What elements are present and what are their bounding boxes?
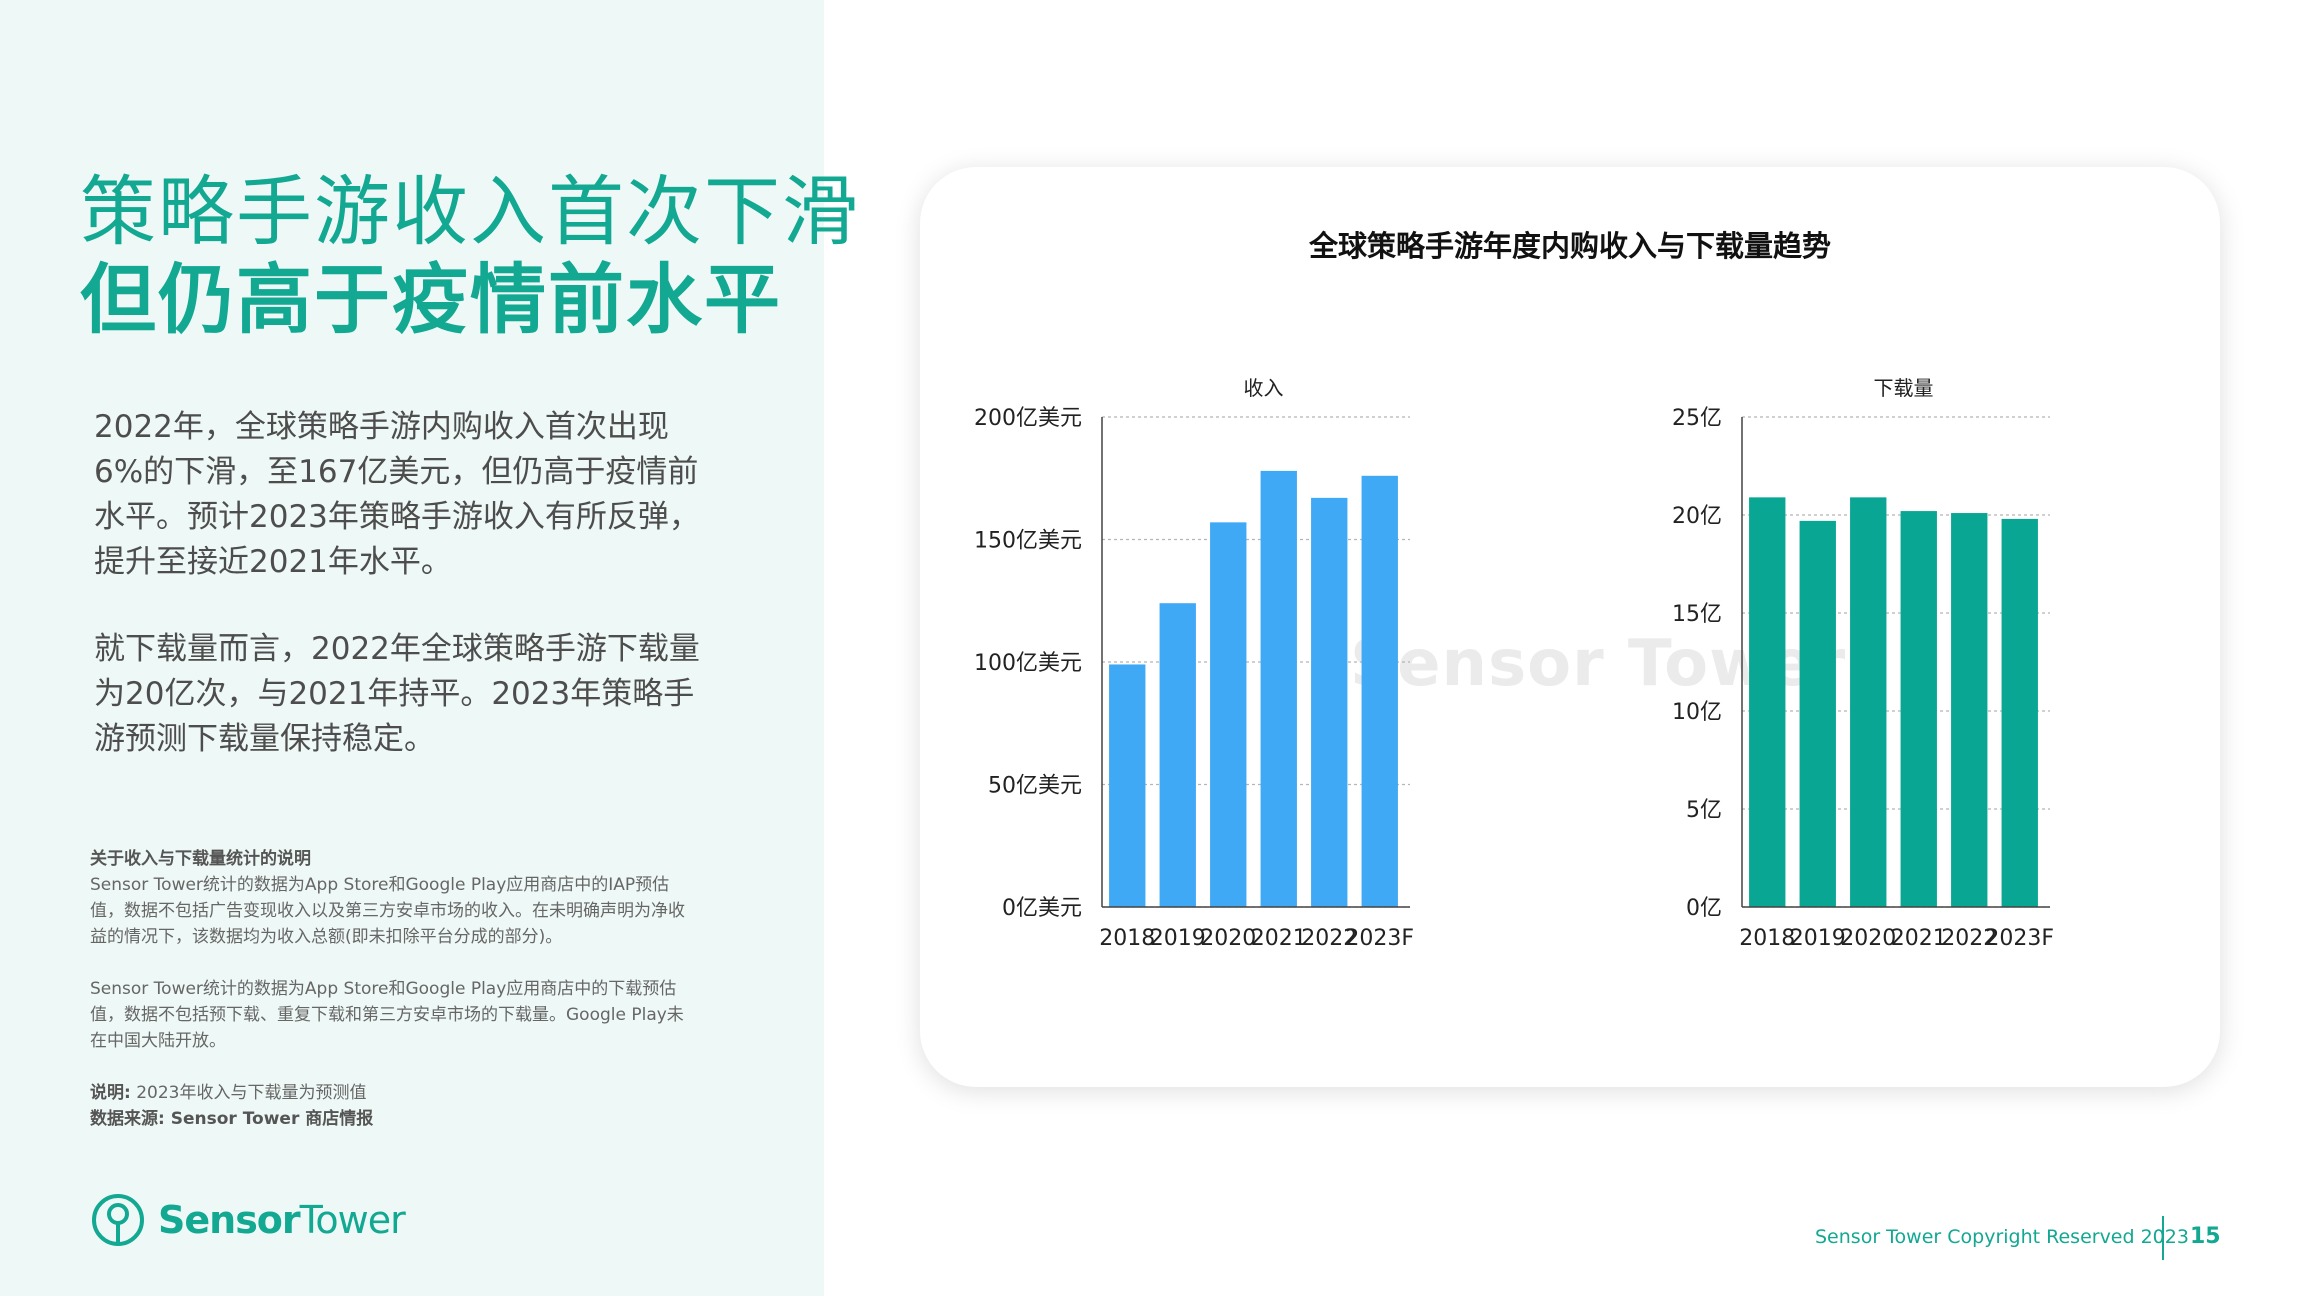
revenue-ytick-label: 0亿美元 [1002, 896, 1082, 921]
sensor-tower-logo: SensorTower [90, 1190, 406, 1250]
downloads-xtick-label: 2019 [1790, 926, 1846, 951]
revenue-chart: 收入0亿美元50亿美元100亿美元150亿美元200亿美元20182019202… [974, 376, 1414, 951]
revenue-xtick-label: 2019 [1150, 926, 1206, 951]
downloads-bar-2019 [1799, 520, 1836, 907]
revenue-xtick-label: 2022 [1301, 926, 1357, 951]
revenue-paragraph: 2022年，全球策略手游内购收入首次出现6%的下滑，至167亿美元，但仍高于疫情… [94, 409, 700, 580]
page-title-line1: 策略手游收入首次下滑 [80, 167, 860, 256]
downloads-chart: 下载量 0亿 5亿 10亿 15亿 20亿 25亿 201820192020202120222… [1672, 376, 2054, 951]
page-number: 15 [2190, 1224, 2221, 1249]
download-note: Sensor Tower统计的数据为App Store和Google Play应… [90, 979, 684, 1051]
logo-name-rest: Tower [299, 1198, 406, 1242]
left-panel: 策略手游收入首次下滑 但仍高于疫情前水平 2022年，全球策略手游内购收入首次出… [0, 0, 858, 1296]
downloads-bar-2020 [1850, 497, 1887, 907]
revenue-bar-2019 [1159, 603, 1196, 907]
revenue-subtitle: 收入 [1244, 376, 1284, 400]
notes-heading: 关于收入与下载量统计的说明 [90, 849, 311, 869]
footer-copyright: Sensor Tower Copyright Reserved 2023 [1815, 1226, 2189, 1248]
downloads-subtitle: 下载量 [1874, 376, 1934, 400]
revenue-ytick-label: 150亿美元 [974, 529, 1082, 554]
revenue-note: Sensor Tower统计的数据为App Store和Google Play应… [90, 875, 685, 947]
data-source: 数据来源: Sensor Tower 商店情报 [90, 1109, 374, 1129]
logo-name-bold: Sensor [158, 1198, 301, 1242]
downloads-bar-2018 [1749, 497, 1786, 907]
downloads-ytick-label: 15亿 [1672, 602, 1722, 627]
logo-wordmark: SensorTower [158, 1198, 406, 1242]
revenue-xtick-label: 2018 [1099, 926, 1155, 951]
sensor-tower-logo-icon [92, 1194, 144, 1246]
downloads-xtick-label: 2021 [1891, 926, 1947, 951]
revenue-bar-2020 [1210, 522, 1247, 907]
downloads-xtick-label: 2020 [1840, 926, 1896, 951]
revenue-ytick-label: 100亿美元 [974, 651, 1082, 676]
revenue-xtick-label: 2023F [1345, 926, 1414, 951]
downloads-ytick-label: 20亿 [1672, 504, 1722, 529]
explain-note: 说明: 2023年收入与下载量为预测值 [90, 1080, 690, 1106]
downloads-ytick-label: 10亿 [1672, 700, 1722, 725]
download-paragraph: 就下载量而言，2022年全球策略手游下载量为20亿次，与2021年持平。2023… [94, 631, 700, 757]
explain-label: 说明: [90, 1083, 131, 1103]
downloads-bar-2023F [2001, 518, 2038, 907]
revenue-ytick-label: 50亿美元 [988, 774, 1082, 799]
revenue-bar-2023F [1361, 475, 1398, 907]
revenue-ytick-label: 200亿美元 [974, 406, 1082, 431]
downloads-ytick-label: 5亿 [1686, 798, 1722, 823]
downloads-ytick-label: 25亿 [1672, 406, 1722, 431]
revenue-xtick-label: 2020 [1200, 926, 1256, 951]
downloads-bar-2022 [1951, 513, 1988, 907]
explain-text: 2023年收入与下载量为预测值 [136, 1083, 367, 1103]
revenue-bar-2018 [1109, 664, 1146, 907]
notes-section: 关于收入与下载量统计的说明 Sensor Tower统计的数据为App Stor… [90, 846, 690, 1132]
chart-title: 全球策略手游年度内购收入与下载量趋势 [1308, 229, 1831, 263]
footer-divider [2162, 1216, 2164, 1260]
downloads-ytick-label: 0亿 [1686, 896, 1722, 921]
revenue-bar-2022 [1311, 497, 1348, 907]
chart-card: 全球策略手游年度内购收入与下载量趋势 Sensor Tower 收入 0亿美元 50… [920, 167, 2220, 1087]
downloads-bar-2021 [1900, 511, 1937, 907]
downloads-xtick-label: 2022 [1941, 926, 1997, 951]
revenue-bar-2021 [1260, 470, 1297, 907]
downloads-xtick-label: 2023F [1985, 926, 2054, 951]
page-title-line2: 但仍高于疫情前水平 [80, 255, 782, 344]
revenue-xtick-label: 2021 [1251, 926, 1307, 951]
downloads-xtick-label: 2018 [1739, 926, 1795, 951]
